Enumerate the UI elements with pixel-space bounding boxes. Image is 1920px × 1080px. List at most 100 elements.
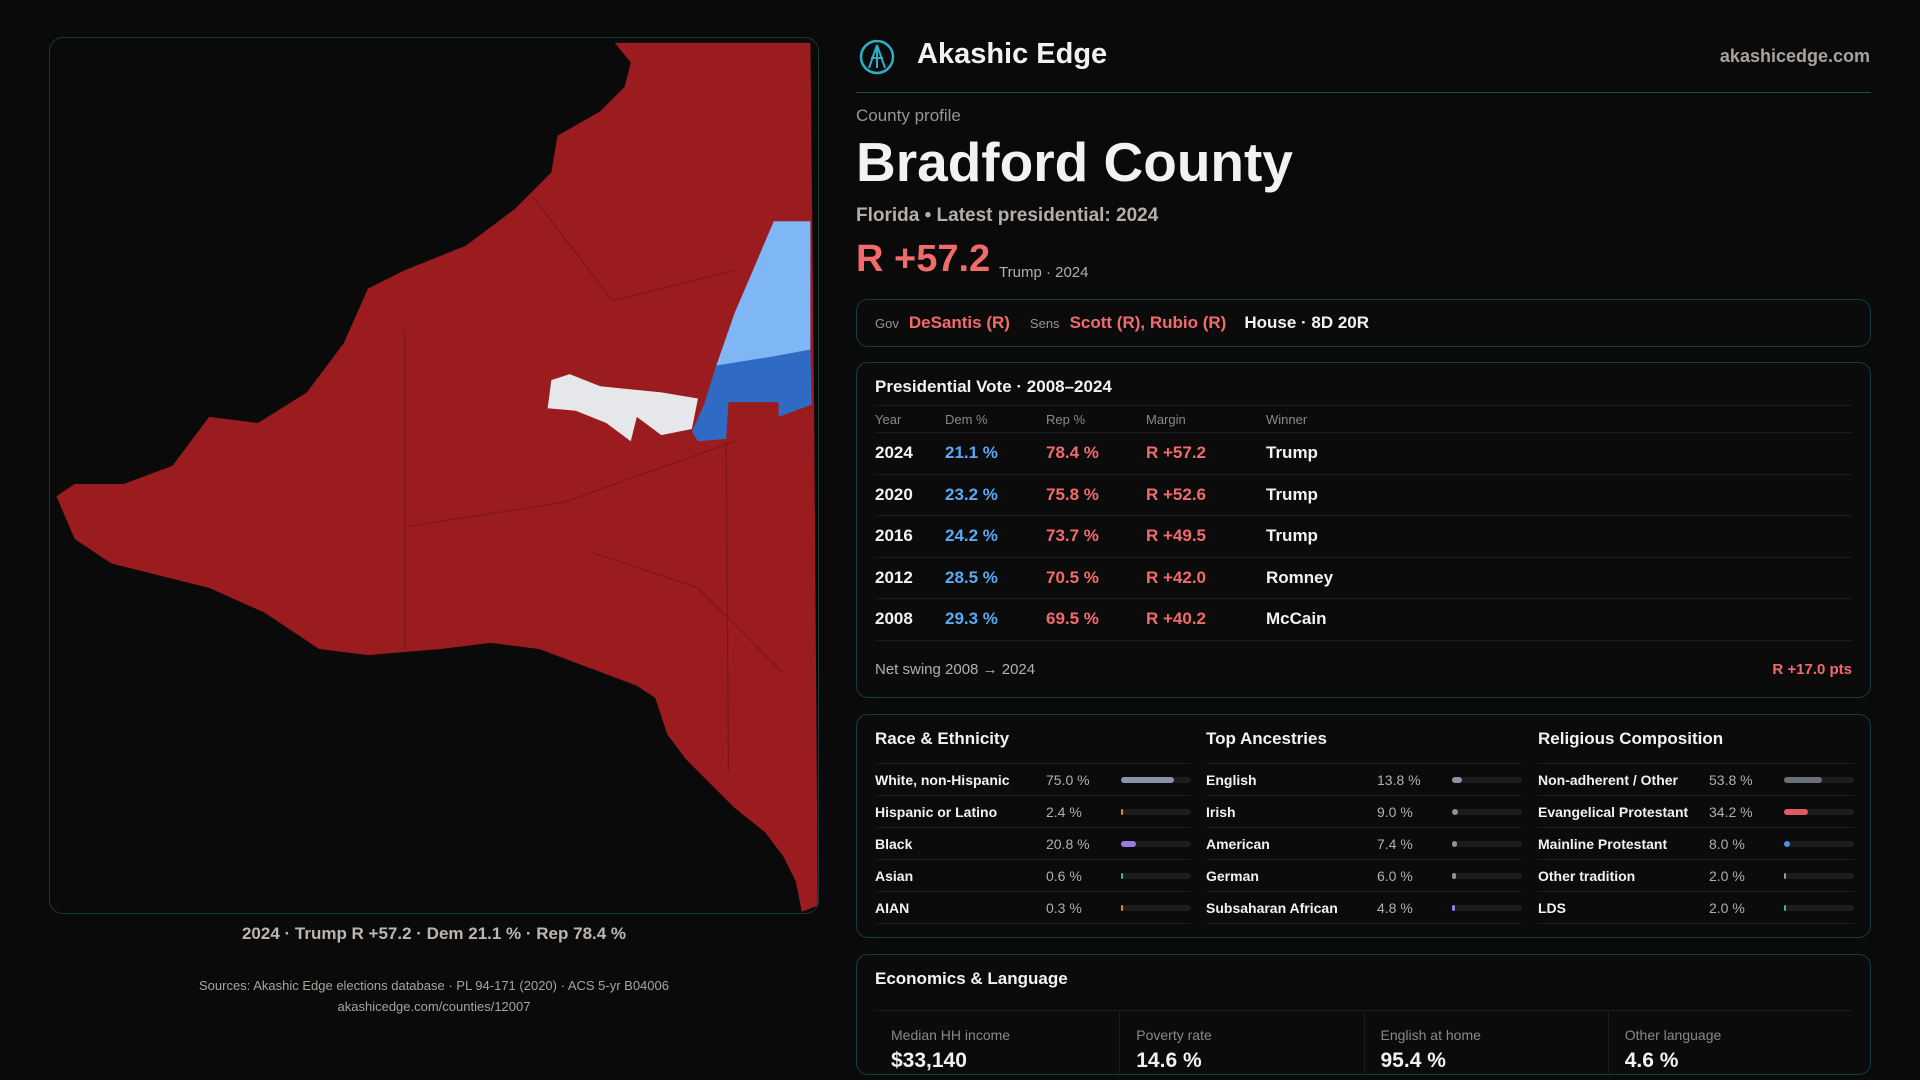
share-bar-fill [1784, 808, 1808, 815]
share-bar-fill [1784, 776, 1822, 783]
header-divider [856, 92, 1871, 93]
senators: Scott (R), Rubio (R) [1069, 313, 1227, 332]
list-item: Mainline Protestant 8.0 % [1538, 828, 1854, 860]
map-precinct-dem-light[interactable] [716, 221, 811, 366]
share-bar [1121, 776, 1191, 783]
item-value: 0.3 % [1046, 899, 1082, 916]
dem-pct: 28.5 % [945, 567, 998, 587]
governor: DeSantis (R) [908, 313, 1010, 332]
table-row[interactable]: 2008 29.3 % 69.5 % R +40.2 McCain [875, 599, 1852, 641]
table-row[interactable]: 2012 28.5 % 70.5 % R +42.0 Romney [875, 558, 1852, 599]
item-label: American [1206, 835, 1270, 852]
list-item: Irish 9.0 % [1206, 796, 1522, 828]
list-item: American 7.4 % [1206, 828, 1522, 860]
share-bar-fill [1452, 904, 1456, 911]
stat-label: English at home [1380, 1027, 1481, 1043]
item-value: 9.0 % [1377, 803, 1413, 820]
item-label: AIAN [875, 899, 910, 916]
county-map[interactable] [49, 37, 819, 914]
dem-pct: 21.1 % [945, 443, 998, 463]
share-bar [1784, 776, 1854, 783]
rep-pct: 69.5 % [1046, 609, 1099, 629]
col-dem: Dem % [945, 411, 988, 427]
map-precinct-tossup[interactable] [547, 374, 698, 442]
map-precincts-rep[interactable] [56, 42, 818, 912]
winner: Trump [1266, 443, 1318, 463]
column-title: Race & Ethnicity [875, 729, 1010, 748]
swing-label: Net swing 2008 → 2024 [875, 661, 1036, 678]
share-bar-fill [1121, 904, 1123, 911]
dem-pct: 23.2 % [945, 484, 998, 504]
share-bar [1784, 904, 1854, 911]
stat-label: Poverty rate [1136, 1027, 1212, 1043]
share-bar [1452, 904, 1522, 911]
column-title: Top Ancestries [1206, 729, 1327, 748]
share-bar [1452, 808, 1522, 815]
winner: Romney [1266, 567, 1334, 587]
year: 2008 [875, 609, 913, 629]
year: 2020 [875, 484, 913, 504]
item-value: 6.0 % [1377, 867, 1413, 884]
list-item: Black 20.8 % [875, 828, 1191, 860]
margin: R +42.0 [1146, 567, 1207, 587]
item-value: 7.4 % [1377, 835, 1413, 852]
share-bar [1121, 904, 1191, 911]
item-label: Evangelical Protestant [1538, 803, 1689, 820]
list-item: German 6.0 % [1206, 860, 1522, 892]
share-bar [1452, 840, 1522, 847]
card-title: Presidential Vote · 2008–2024 [875, 377, 1112, 396]
county-map-svg [56, 42, 818, 912]
list-item: Evangelical Protestant 34.2 % [1538, 796, 1854, 828]
stat-item: English at home 95.4 % [1363, 1011, 1608, 1073]
officials-bar: Gov DeSantis (R) Sens Scott (R), Rubio (… [856, 299, 1871, 347]
stat-label: Other language [1624, 1027, 1722, 1043]
table-row[interactable]: 2016 24.2 % 73.7 % R +49.5 Trump [875, 516, 1852, 558]
item-label: Hispanic or Latino [875, 803, 998, 820]
share-bar [1784, 808, 1854, 815]
item-value: 4.8 % [1377, 899, 1413, 916]
item-label: English [1206, 771, 1257, 788]
year: 2016 [875, 526, 913, 546]
item-value: 34.2 % [1709, 803, 1753, 820]
item-value: 0.6 % [1046, 867, 1082, 884]
rep-pct: 75.8 % [1046, 484, 1099, 504]
winner: McCain [1266, 609, 1327, 629]
site-link[interactable]: akashicedge.com [1719, 46, 1870, 66]
share-bar [1121, 840, 1191, 847]
presidential-table: Year Dem % Rep % Margin Winner 2024 21.1… [875, 405, 1852, 641]
demographics-card: Race & Ethnicity White, non-Hispanic 75.… [856, 714, 1871, 938]
gov-label: Gov [875, 315, 899, 331]
item-label: Subsaharan African [1206, 899, 1338, 916]
winner: Trump [1266, 484, 1318, 504]
presidential-vote-card: Presidential Vote · 2008–2024 Year Dem %… [856, 362, 1871, 698]
rep-pct: 78.4 % [1046, 443, 1099, 463]
col-rep: Rep % [1046, 411, 1086, 427]
stat-value: 14.6 % [1136, 1049, 1202, 1072]
table-row[interactable]: 2020 23.2 % 75.8 % R +52.6 Trump [875, 475, 1852, 516]
item-label: White, non-Hispanic [875, 771, 1010, 788]
item-label: LDS [1538, 899, 1566, 916]
house-delegation: House · 8D 20R [1244, 313, 1370, 332]
margin: R +52.6 [1146, 484, 1207, 504]
item-value: 2.0 % [1709, 867, 1745, 884]
rep-pct: 73.7 % [1046, 526, 1099, 546]
net-swing: Net swing 2008 → 2024 R +17.0 pts [875, 661, 1852, 678]
share-bar [1121, 808, 1191, 815]
permalink[interactable]: akashicedge.com/counties/12007 [337, 999, 531, 1014]
item-label: Other tradition [1538, 867, 1636, 884]
share-bar-fill [1452, 776, 1462, 783]
margin: R +40.2 [1146, 609, 1207, 629]
item-value: 13.8 % [1377, 771, 1421, 788]
share-bar-fill [1452, 840, 1458, 847]
map-caption: 2024 · Trump R +57.2 · Dem 21.1 % · Rep … [241, 924, 627, 943]
stat-label: Median HH income [891, 1027, 1011, 1043]
column-title: Religious Composition [1538, 729, 1724, 748]
table-row[interactable]: 2024 21.1 % 78.4 % R +57.2 Trump [875, 433, 1852, 475]
year: 2012 [875, 567, 913, 587]
item-value: 20.8 % [1046, 835, 1090, 852]
share-bar [1452, 872, 1522, 879]
list-item: Other tradition 2.0 % [1538, 860, 1854, 892]
map-precinct-dem[interactable] [691, 349, 812, 442]
list-item: Non-adherent / Other 53.8 % [1538, 764, 1854, 796]
economics-card: Economics & Language Median HH income $33… [856, 954, 1871, 1075]
